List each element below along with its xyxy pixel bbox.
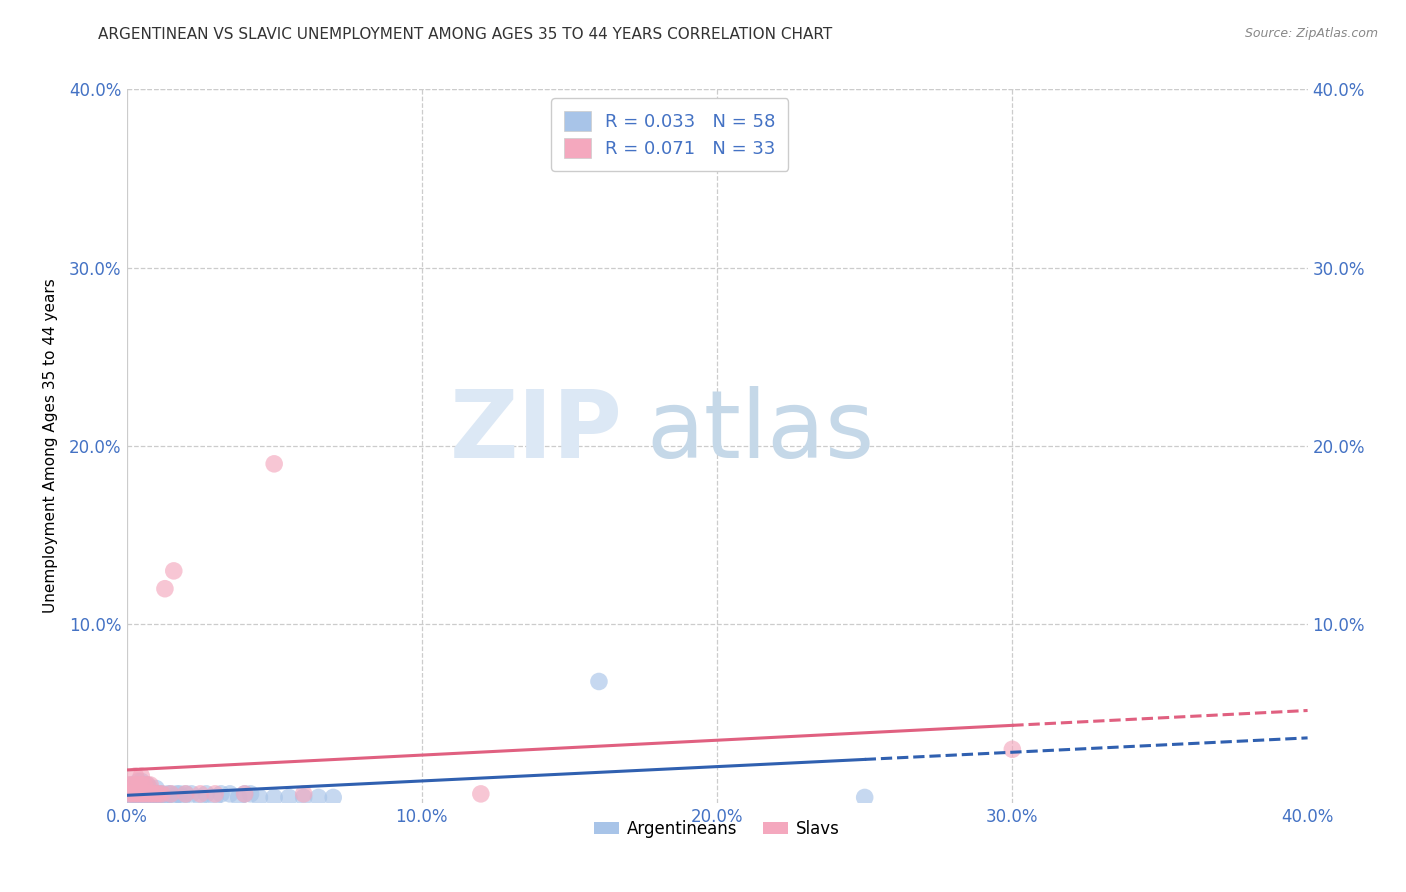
Point bbox=[263, 790, 285, 805]
Point bbox=[148, 787, 170, 801]
Point bbox=[233, 787, 256, 801]
Point bbox=[174, 787, 197, 801]
Point bbox=[134, 787, 156, 801]
Point bbox=[134, 781, 156, 796]
Point bbox=[142, 787, 165, 801]
Point bbox=[136, 790, 159, 805]
Point bbox=[204, 787, 226, 801]
Point bbox=[127, 790, 149, 805]
Point bbox=[129, 778, 153, 792]
Point bbox=[136, 778, 159, 792]
Point bbox=[118, 787, 141, 801]
Point bbox=[124, 787, 146, 801]
Point bbox=[160, 787, 183, 801]
Point bbox=[139, 781, 162, 796]
Point bbox=[160, 787, 183, 801]
Point bbox=[1001, 742, 1024, 756]
Point bbox=[124, 769, 146, 783]
Point bbox=[156, 787, 179, 801]
Point bbox=[121, 781, 143, 796]
Point bbox=[292, 790, 315, 805]
Point bbox=[588, 674, 610, 689]
Point bbox=[139, 778, 162, 792]
Point bbox=[249, 790, 271, 805]
Point bbox=[188, 787, 212, 801]
Point bbox=[163, 564, 186, 578]
Point bbox=[219, 787, 242, 801]
Point bbox=[150, 787, 173, 801]
Point bbox=[148, 787, 170, 801]
Point bbox=[180, 787, 202, 801]
Point bbox=[174, 787, 197, 801]
Point bbox=[124, 790, 146, 805]
Point bbox=[124, 778, 146, 792]
Point bbox=[470, 787, 492, 801]
Point bbox=[121, 787, 143, 801]
Point bbox=[278, 790, 301, 805]
Point bbox=[134, 790, 156, 805]
Point bbox=[136, 787, 159, 801]
Point bbox=[127, 787, 149, 801]
Point bbox=[233, 787, 256, 801]
Point bbox=[136, 778, 159, 792]
Point bbox=[163, 790, 186, 805]
Point bbox=[145, 781, 167, 796]
Point bbox=[129, 787, 153, 801]
Text: ZIP: ZIP bbox=[450, 385, 623, 478]
Point bbox=[139, 787, 162, 801]
Point bbox=[127, 774, 149, 789]
Point bbox=[129, 781, 153, 796]
Point bbox=[118, 778, 141, 792]
Point bbox=[124, 787, 146, 801]
Point bbox=[142, 787, 165, 801]
Point bbox=[136, 787, 159, 801]
Point bbox=[204, 790, 226, 805]
Point bbox=[188, 790, 212, 805]
Point bbox=[139, 790, 162, 805]
Point bbox=[172, 790, 194, 805]
Point bbox=[129, 769, 153, 783]
Point bbox=[129, 774, 153, 789]
Point bbox=[127, 781, 149, 796]
Point bbox=[121, 787, 143, 801]
Point bbox=[129, 790, 153, 805]
Point bbox=[322, 790, 344, 805]
Point bbox=[134, 787, 156, 801]
Point bbox=[148, 790, 170, 805]
Point bbox=[145, 787, 167, 801]
Point bbox=[153, 582, 176, 596]
Point bbox=[121, 778, 143, 792]
Point bbox=[134, 778, 156, 792]
Point bbox=[153, 790, 176, 805]
Point bbox=[263, 457, 285, 471]
Point bbox=[292, 787, 315, 801]
Point bbox=[142, 790, 165, 805]
Point bbox=[853, 790, 876, 805]
Point bbox=[145, 790, 167, 805]
Point bbox=[150, 787, 173, 801]
Legend: Argentineans, Slavs: Argentineans, Slavs bbox=[588, 814, 846, 845]
Point bbox=[118, 787, 141, 801]
Point bbox=[239, 787, 262, 801]
Point bbox=[308, 790, 330, 805]
Point bbox=[129, 787, 153, 801]
Point bbox=[228, 790, 250, 805]
Text: ARGENTINEAN VS SLAVIC UNEMPLOYMENT AMONG AGES 35 TO 44 YEARS CORRELATION CHART: ARGENTINEAN VS SLAVIC UNEMPLOYMENT AMONG… bbox=[98, 27, 832, 42]
Point bbox=[195, 787, 218, 801]
Point bbox=[127, 787, 149, 801]
Point bbox=[139, 787, 162, 801]
Point bbox=[209, 787, 232, 801]
Text: atlas: atlas bbox=[647, 385, 875, 478]
Y-axis label: Unemployment Among Ages 35 to 44 years: Unemployment Among Ages 35 to 44 years bbox=[44, 278, 58, 614]
Text: Source: ZipAtlas.com: Source: ZipAtlas.com bbox=[1244, 27, 1378, 40]
Point bbox=[169, 787, 191, 801]
Point bbox=[145, 787, 167, 801]
Point bbox=[124, 778, 146, 792]
Point bbox=[166, 787, 188, 801]
Point bbox=[127, 778, 149, 792]
Point bbox=[118, 778, 141, 792]
Point bbox=[121, 790, 143, 805]
